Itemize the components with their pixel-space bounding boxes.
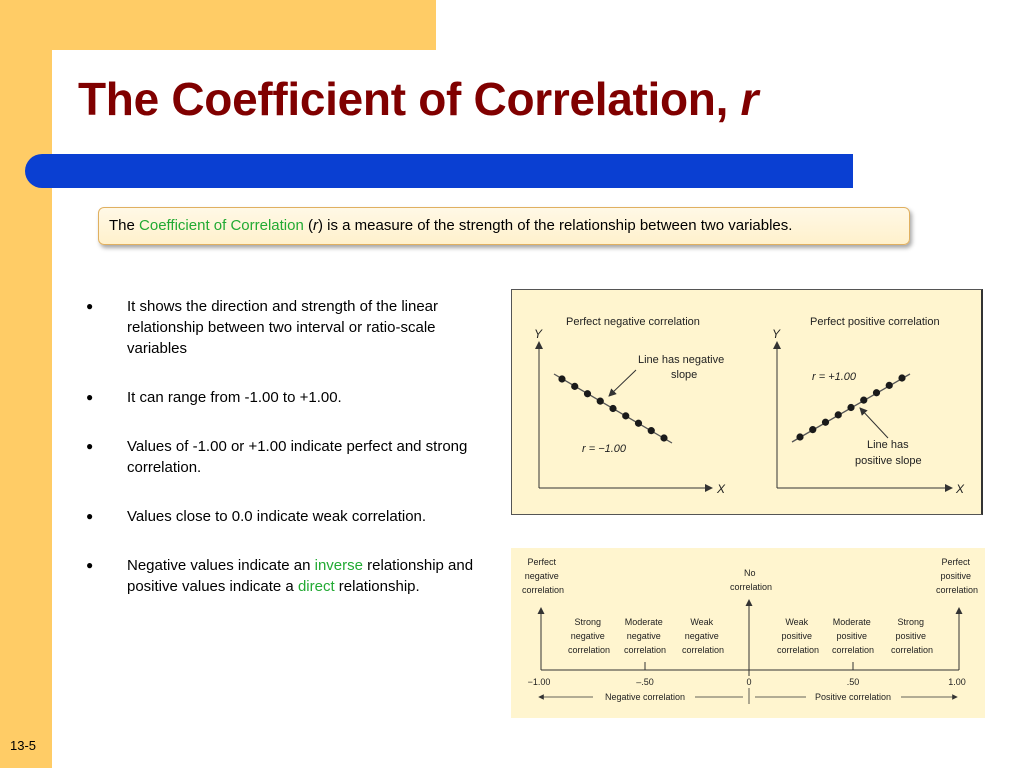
scatter-figure: Perfect negative correlation Y X Line ha…	[511, 289, 983, 515]
neg-x-label: X	[716, 482, 726, 496]
scatter-point	[660, 434, 668, 442]
scatter-point	[898, 374, 906, 382]
perfect-negative-label: Perfect negative correlation	[522, 557, 564, 595]
tick-label: −1.00	[528, 677, 551, 687]
scatter-point	[583, 390, 592, 398]
inverse-highlight: inverse	[314, 557, 363, 574]
perfect-positive-label: Perfect positive correlation	[936, 557, 978, 595]
left-accent-band	[0, 0, 52, 768]
pos-panel-title: Perfect positive correlation	[810, 316, 940, 328]
title-variable: r	[740, 73, 759, 125]
pos-y-label: Y	[772, 327, 781, 341]
direct-highlight: direct	[297, 578, 335, 595]
bullet-item: ● It can range from -1.00 to +1.00.	[86, 389, 342, 406]
moderate-positive-label: Moderate positive correlation	[832, 617, 874, 655]
neg-slope-note-1: Line has negative	[638, 354, 724, 366]
no-correlation-label: No correlation	[730, 568, 772, 592]
weak-positive-label: Weak positive correlation	[777, 617, 819, 655]
scatter-point	[796, 433, 804, 441]
scatter-figure-svg: Perfect negative correlation Y X Line ha…	[534, 316, 965, 496]
scatter-point	[634, 419, 643, 427]
neg-r-value: r = −1.00	[582, 443, 627, 455]
correlation-scale-figure: Perfect negative correlation No correlat…	[511, 548, 985, 718]
neg-slope-note-2: slope	[671, 369, 697, 381]
scatter-point	[558, 375, 566, 383]
strong-positive-label: Strong positive correlation	[891, 617, 933, 655]
bullet-item: ● Values close to 0.0 indicate weak corre…	[86, 508, 427, 525]
pos-x-label: X	[955, 482, 965, 496]
scatter-point	[596, 397, 604, 405]
tick-label: .50	[847, 677, 860, 687]
title-underline-bar	[25, 154, 853, 188]
top-accent-band	[0, 0, 436, 50]
tick-label: 1.00	[948, 677, 966, 687]
positive-range-label: Positive correlation	[815, 692, 891, 702]
weak-negative-label: Weak negative correlation	[682, 617, 724, 655]
pos-note-arrow	[859, 407, 889, 439]
neg-note-arrow	[608, 369, 637, 397]
slide-number: 13-5	[10, 738, 37, 753]
bullet-item: ● Values of -1.00 or +1.00 indicate perfe…	[86, 438, 468, 476]
tick-label: 0	[746, 677, 751, 687]
scatter-point	[872, 389, 881, 397]
definition-box: The Coefficient of Correlation (r) is a …	[98, 207, 910, 245]
pos-slope-note-1: Line has	[867, 439, 909, 451]
definition-term: Coefficient of Correlation	[139, 217, 304, 234]
scatter-point	[609, 404, 617, 413]
pos-data-points	[796, 374, 906, 441]
bullet-item: ● It shows the direction and strength of …	[86, 298, 439, 357]
slide-title: The Coefficient of Correlation, r	[78, 73, 759, 125]
neg-y-label: Y	[534, 327, 543, 341]
scatter-point	[834, 411, 842, 419]
scatter-point	[847, 403, 855, 412]
pos-slope-note-2: positive slope	[855, 455, 922, 467]
scatter-point	[860, 396, 868, 404]
neg-panel-title: Perfect negative correlation	[566, 316, 700, 328]
strong-negative-label: Strong negative correlation	[568, 617, 610, 655]
scatter-point	[647, 427, 655, 435]
bullet-item: ● Negative values indicate an inverse rel…	[86, 557, 474, 595]
scatter-point	[821, 418, 830, 426]
negative-range-label: Negative correlation	[605, 692, 685, 702]
pos-r-value: r = +1.00	[812, 371, 857, 383]
scatter-point	[809, 426, 817, 434]
moderate-negative-label: Moderate negative correlation	[624, 617, 666, 655]
bullet-list: ● It shows the direction and strength of …	[84, 296, 494, 625]
scatter-point	[622, 412, 630, 420]
tick-label: –.50	[636, 677, 654, 687]
scatter-point	[571, 382, 579, 390]
neg-data-points	[558, 375, 668, 442]
scatter-point	[885, 381, 893, 389]
scale-figure-svg: Perfect negative correlation No correlat…	[522, 557, 978, 704]
